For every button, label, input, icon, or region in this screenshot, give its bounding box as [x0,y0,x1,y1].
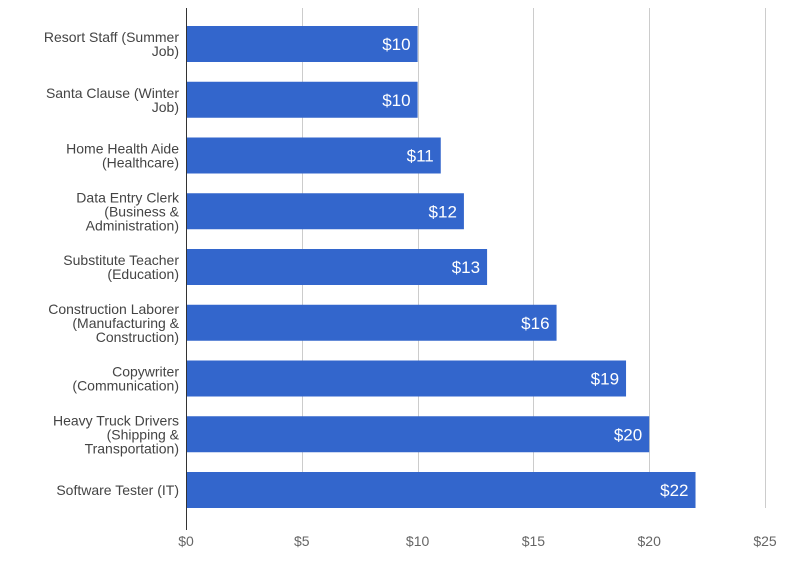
category-label-line: Home Health Aide [66,141,179,157]
category-label-line: (Education) [107,266,179,282]
bar-value-label: $20 [614,425,642,444]
category-label-line: Construction Laborer [48,301,179,317]
category-label-line: (Shipping & [107,426,180,442]
category-label: Construction Laborer (Manufacturing & Cons… [48,301,179,345]
category-label-line: Construction) [96,329,179,345]
x-tick-label: $25 [753,533,777,549]
bar [186,26,418,62]
bar-value-label: $10 [382,91,410,110]
bars [186,26,696,508]
bar-value-label: $22 [660,481,688,500]
bar [186,193,464,230]
category-label-line: Substitute Teacher [63,252,179,268]
category-label-line: Heavy Truck Drivers [53,412,179,428]
bar [186,81,418,118]
bar-value-label: $11 [407,147,434,166]
category-label: Data Entry Clerk (Business & Administratio… [76,189,180,233]
bar [186,249,488,285]
category-label-line: (Communication) [72,378,179,394]
x-tick-label: $5 [294,533,310,549]
x-tick-label: $0 [178,533,194,549]
bar [186,416,650,453]
category-label-line: (Healthcare) [102,155,179,171]
bar-value-label: $19 [591,370,619,389]
bar [186,472,696,508]
category-label-line: Santa Clause (Winter [46,85,179,101]
category-label: Resort Staff (Summer Job) [44,29,179,59]
bar-value-label: $16 [521,314,549,333]
category-label: Software Tester (IT) [56,482,179,498]
x-tick-label: $20 [638,533,662,549]
category-label: Home Health Aide (Healthcare) [66,141,179,171]
category-label-line: (Manufacturing & [72,315,179,331]
bar [186,137,441,174]
x-tick-label: $15 [522,533,546,549]
category-label: Substitute Teacher (Education) [63,252,179,282]
bar-value-label: $13 [452,258,480,277]
category-label-line: Job) [152,99,179,115]
bar-value-label: $12 [429,202,457,221]
category-label: Santa Clause (Winter Job) [46,85,179,115]
category-label-line: Job) [152,43,179,59]
x-tick-label: $10 [406,533,430,549]
category-label-line: Software Tester (IT) [56,482,179,498]
category-label: Heavy Truck Drivers (Shipping & Transporta… [53,412,180,456]
category-label-line: Resort Staff (Summer [44,29,179,45]
bar [186,304,557,341]
category-label-line: Administration) [86,217,179,233]
category-label-line: Data Entry Clerk [76,189,180,205]
category-label-line: (Business & [104,203,179,219]
bar [186,360,627,397]
category-label-line: Copywriter [112,364,179,380]
bar-value-label: $10 [382,35,410,54]
category-label-line: Transportation) [85,440,179,456]
category-label: Copywriter (Communication) [72,364,179,394]
